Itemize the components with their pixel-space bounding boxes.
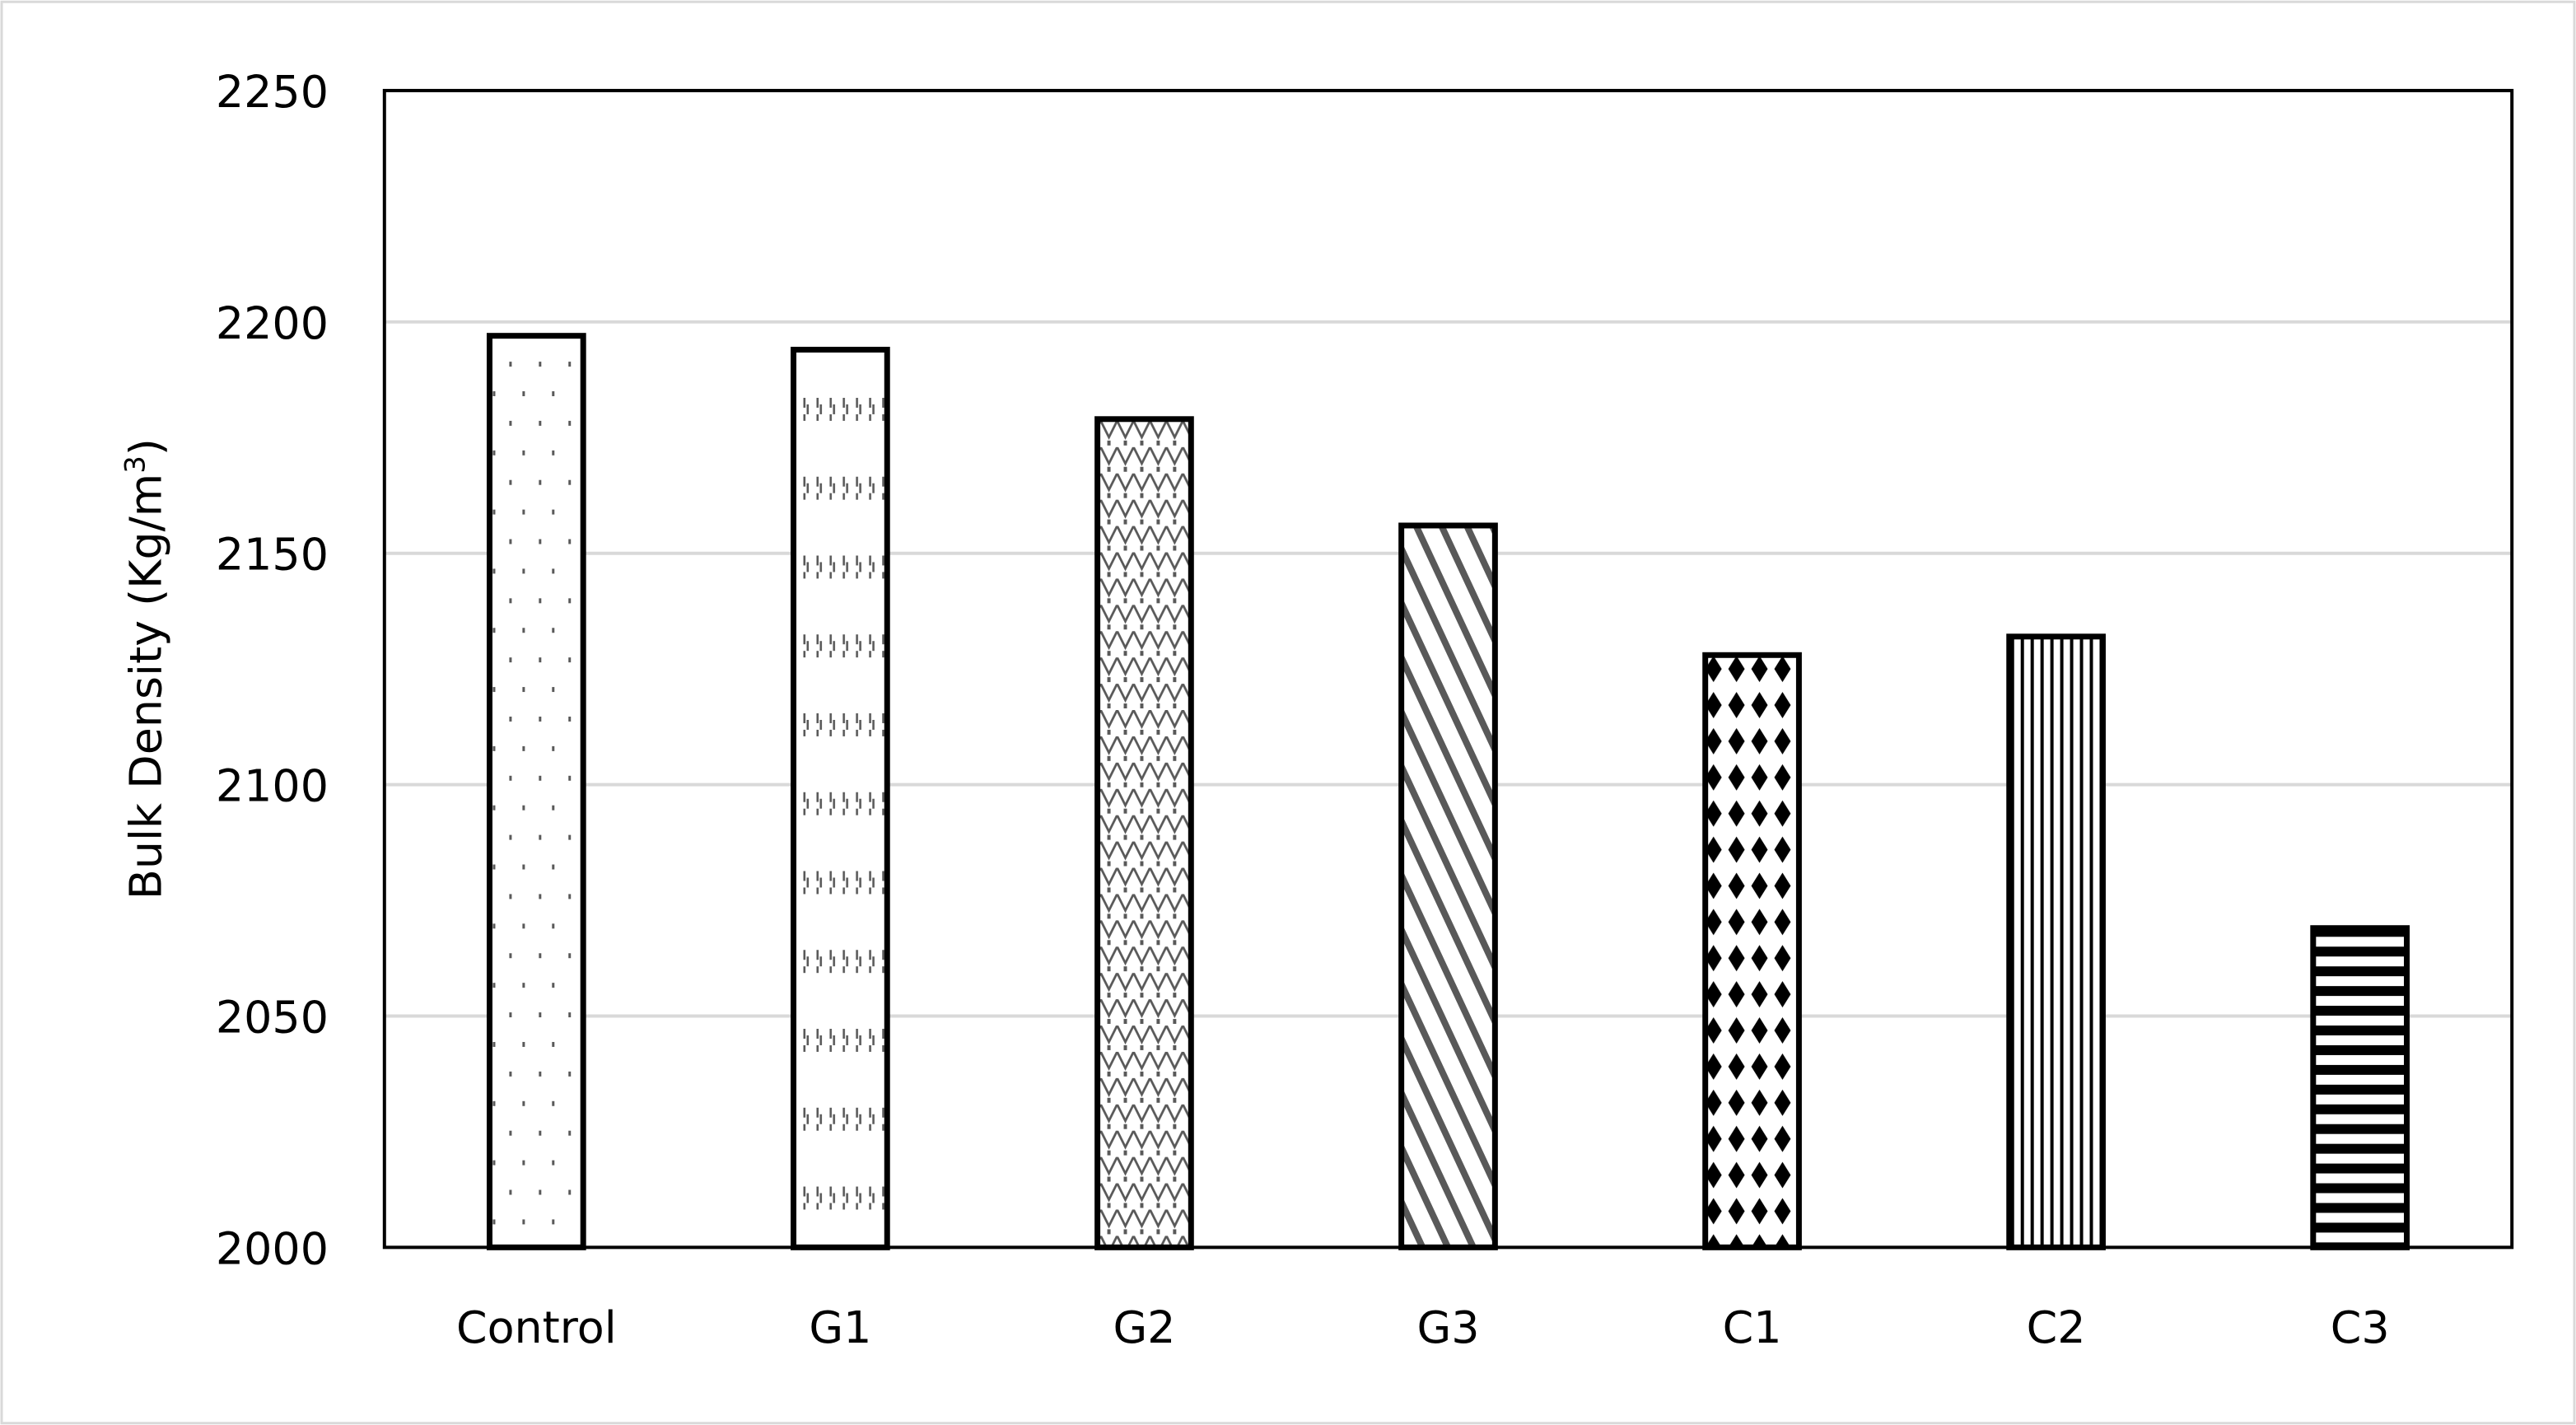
x-tick-label: G1 xyxy=(809,1301,871,1353)
x-tick-label: C1 xyxy=(1723,1301,1782,1353)
bar-C2 xyxy=(2006,633,2106,1250)
bars xyxy=(486,333,2410,1250)
y-tick-label: 2050 xyxy=(216,991,329,1043)
bar-G1 xyxy=(791,347,890,1250)
y-axis-label: Bulk Density (Kg/m3) xyxy=(119,438,172,899)
bar-Control xyxy=(486,333,586,1250)
y-tick-label: 2250 xyxy=(216,66,329,118)
y-tick-labels: 2000 2050 2100 2150 2200 2250 xyxy=(216,66,329,1274)
y-tick-label: 2000 xyxy=(216,1222,329,1274)
x-tick-label: Control xyxy=(456,1301,617,1353)
y-tick-label: 2150 xyxy=(216,529,329,581)
x-tick-labels: Control G1 G2 G3 C1 C2 C3 xyxy=(456,1301,2390,1353)
bar-G2 xyxy=(1094,416,1194,1250)
bar-C1 xyxy=(1702,652,1802,1250)
bar-C3 xyxy=(2310,925,2410,1250)
bar-G3 xyxy=(1398,522,1498,1250)
y-tick-label: 2100 xyxy=(216,760,329,812)
x-tick-label: G2 xyxy=(1113,1301,1175,1353)
x-tick-label: C2 xyxy=(2027,1301,2086,1353)
y-tick-label: 2200 xyxy=(216,297,329,349)
x-tick-label: C3 xyxy=(2331,1301,2390,1353)
x-tick-label: G3 xyxy=(1416,1301,1479,1353)
plot-area-border xyxy=(382,88,2514,1250)
